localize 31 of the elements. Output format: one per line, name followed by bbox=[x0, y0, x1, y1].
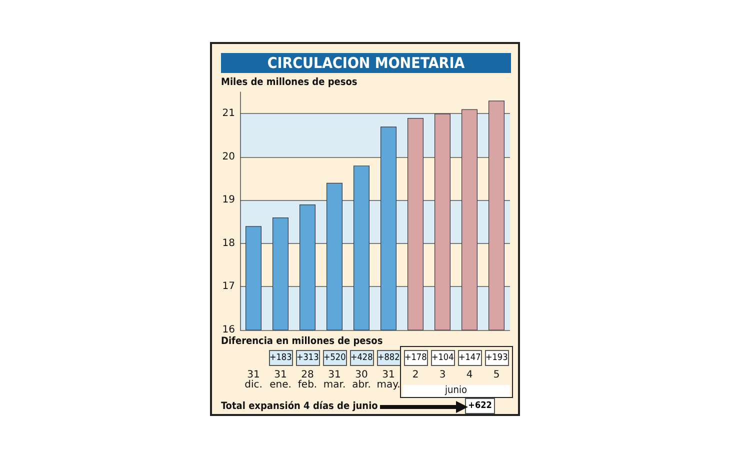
x-tick-label: 31 ene. bbox=[270, 370, 292, 390]
text: Diferencia en millones de pesos bbox=[221, 336, 383, 347]
text: +104 bbox=[430, 350, 454, 366]
x-tick-label: 5 bbox=[493, 370, 500, 380]
text: +183 bbox=[268, 350, 292, 366]
x-tick-label: 3 bbox=[439, 370, 446, 380]
x-tick-label: 2 bbox=[412, 370, 419, 380]
x-tick-label: 30 abr. bbox=[352, 370, 371, 390]
x-tick-label: 28 feb. bbox=[298, 370, 318, 390]
text: junio bbox=[402, 385, 510, 397]
x-tick-label: 31 may. bbox=[376, 370, 400, 390]
text: +313 bbox=[296, 350, 320, 366]
y-tick-label: 20 bbox=[222, 151, 235, 162]
text: +428 bbox=[350, 350, 374, 366]
y-tick-label: 16 bbox=[222, 324, 235, 336]
text: Total expansión 4 días de junio bbox=[221, 401, 378, 412]
y-tick-label: 17 bbox=[222, 281, 235, 292]
x-tick-label: 4 bbox=[466, 370, 473, 380]
text: +147 bbox=[458, 350, 482, 366]
y-tick-label: 21 bbox=[222, 108, 235, 120]
text: +178 bbox=[404, 350, 428, 366]
y-tick-label: 19 bbox=[222, 194, 235, 206]
text: +622 bbox=[465, 398, 495, 414]
chart-title: CIRCULACION MONETARIA bbox=[221, 53, 511, 73]
text: +882 bbox=[376, 350, 400, 366]
x-tick-label: 31 mar. bbox=[323, 370, 346, 390]
text: +193 bbox=[484, 350, 508, 366]
y-tick-label: 18 bbox=[222, 238, 235, 249]
text: +520 bbox=[322, 350, 346, 366]
y-axis-title: Miles de millones de pesos bbox=[221, 77, 358, 88]
x-tick-label: 31 dic. bbox=[244, 370, 262, 390]
